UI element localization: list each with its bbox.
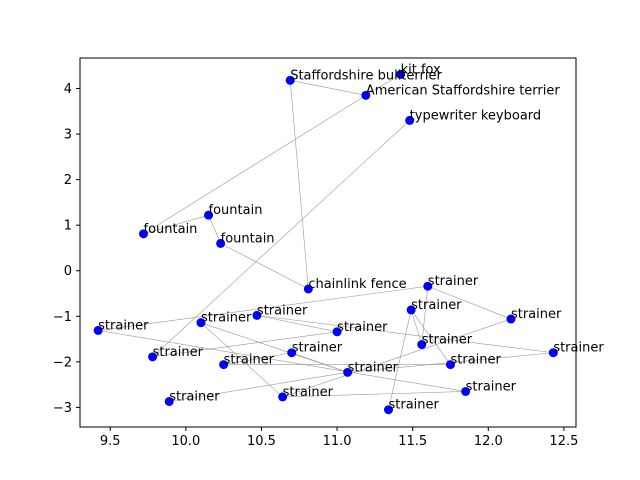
data-point [219, 360, 229, 370]
data-point [285, 75, 295, 85]
point-label: strainer [511, 307, 562, 322]
edge-line [291, 352, 348, 373]
x-tick-label: 11.0 [323, 434, 352, 449]
x-tick-label: 9.5 [100, 434, 121, 449]
y-tick-label: −2 [53, 355, 72, 370]
data-point [164, 396, 174, 406]
point-label: kit fox [401, 62, 442, 77]
y-tick-label: 1 [64, 219, 72, 234]
data-point [332, 327, 342, 337]
data-point [278, 392, 288, 402]
data-point [196, 318, 206, 328]
point-label: fountain [144, 222, 198, 237]
point-layer [93, 69, 558, 415]
edge-line [143, 214, 209, 235]
point-label: Staffordshire bullterrier [290, 68, 442, 83]
data-point [423, 281, 433, 291]
y-tick-label: 0 [64, 264, 72, 279]
data-point [405, 115, 415, 125]
edge-line [290, 80, 366, 96]
y-tick-label: 4 [64, 82, 72, 97]
x-tick-label: 12.0 [474, 434, 503, 449]
x-axis: 9.5 10.0 10.5 11.0 11.5 12.0 12.5 [100, 427, 578, 449]
point-label: strainer [388, 398, 439, 413]
edge-line [388, 309, 412, 410]
data-point [303, 284, 313, 294]
edge-line [98, 330, 466, 392]
edge-line [143, 95, 366, 235]
data-point [383, 405, 393, 415]
edge-line [427, 285, 512, 320]
point-label: strainer [428, 274, 479, 289]
point-label: strainer [292, 341, 343, 356]
y-axis: −3 −2 −1 0 1 2 3 4 [53, 82, 80, 416]
y-tick-label: −1 [53, 310, 72, 325]
edge-line [256, 315, 554, 354]
x-tick-label: 11.5 [398, 434, 427, 449]
point-label: chainlink fence [308, 277, 406, 292]
y-tick-label: 2 [64, 173, 72, 188]
data-point [461, 386, 471, 396]
plot-frame [79, 57, 577, 428]
data-point [361, 90, 371, 100]
y-tick-label: 3 [64, 128, 72, 143]
data-point [204, 210, 214, 220]
point-label: strainer [283, 385, 334, 400]
data-point [343, 367, 353, 377]
data-point [417, 340, 427, 350]
point-label: strainer [422, 333, 473, 348]
edge-line [421, 286, 429, 345]
point-label: strainer [450, 353, 501, 368]
point-label: strainer [153, 345, 204, 360]
data-point [93, 325, 103, 335]
data-point [406, 305, 416, 315]
y-tick-label: −3 [53, 401, 72, 416]
point-label: typewriter keyboard [410, 108, 542, 123]
edge-line [208, 215, 221, 244]
data-point [216, 238, 226, 248]
edge-line [410, 309, 423, 345]
edge-line [98, 285, 428, 331]
edge-line [200, 322, 283, 398]
point-label: American Staffordshire terrier [366, 83, 561, 98]
data-point [139, 229, 149, 239]
edge-line [256, 315, 338, 333]
edge-line [282, 318, 512, 398]
edge-line [282, 391, 466, 398]
edge-layer [98, 74, 554, 410]
point-label: strainer [98, 318, 149, 333]
point-label: strainer [348, 360, 399, 375]
edge-line [220, 243, 309, 290]
x-tick-label: 10.0 [171, 434, 200, 449]
edge-line [169, 372, 348, 402]
edge-line [365, 74, 401, 96]
point-label: strainer [224, 353, 275, 368]
point-label: fountain [221, 231, 275, 246]
data-point [548, 348, 558, 358]
point-label: fountain [209, 203, 263, 218]
data-point [396, 69, 406, 79]
x-tick-label: 10.5 [247, 434, 276, 449]
data-point [252, 310, 262, 320]
point-label: strainer [337, 320, 388, 335]
edge-line [289, 80, 309, 289]
data-point [506, 314, 516, 324]
point-label: strainer [411, 298, 462, 313]
point-label: strainer [257, 303, 308, 318]
data-point [287, 348, 297, 358]
point-label: strainer [466, 379, 517, 394]
point-label: strainer [553, 341, 604, 356]
data-point [445, 360, 455, 370]
x-tick-label: 12.5 [549, 434, 578, 449]
data-point [148, 352, 158, 362]
point-label: strainer [201, 311, 252, 326]
point-label: strainer [169, 389, 220, 404]
edge-line [152, 331, 338, 358]
edge-line [223, 352, 292, 365]
